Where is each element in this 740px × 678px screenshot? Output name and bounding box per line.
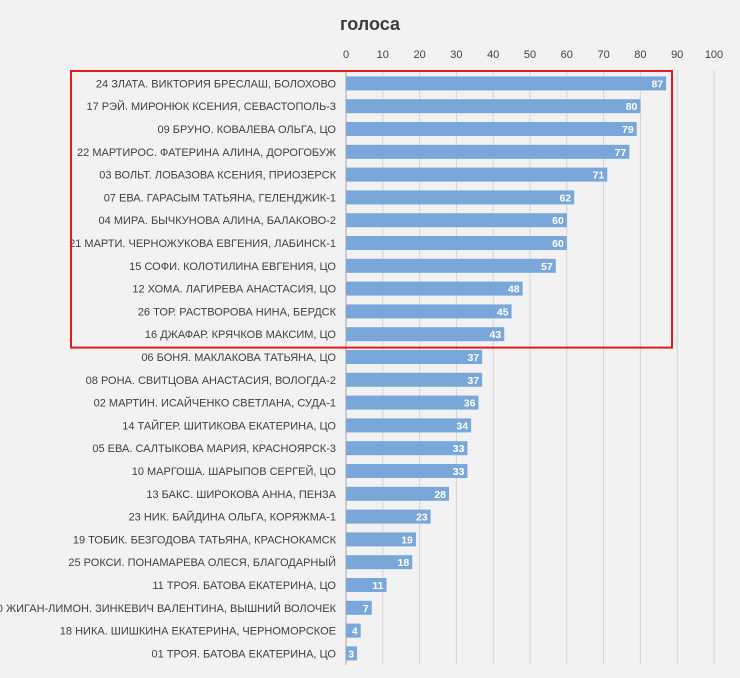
category-label: 20 ЖИГАН-ЛИМОН. ЗИНКЕВИЧ ВАЛЕНТИНА, ВЫШН… <box>0 602 337 615</box>
x-tick-label: 40 <box>487 49 499 61</box>
data-label: 7 <box>363 603 369 615</box>
data-label: 33 <box>453 466 465 478</box>
x-tick-label: 60 <box>561 49 573 61</box>
data-label: 48 <box>508 284 520 296</box>
chart-title: голоса <box>339 14 400 34</box>
data-label: 11 <box>372 580 383 592</box>
bar <box>346 372 483 387</box>
data-label: 60 <box>552 238 564 250</box>
category-label: 10 МАРГОША. ШАРЫПОВ СЕРГЕЙ, ЦО <box>132 465 337 478</box>
bar <box>346 190 575 205</box>
category-label: 22 МАРТИРОС. ФАТЕРИНА АЛИНА, ДОРОГОБУЖ <box>77 147 336 159</box>
category-label: 14 ТАЙГЕР. ШИТИКОВА ЕКАТЕРИНА, ЦО <box>122 419 336 432</box>
data-label: 87 <box>651 78 663 90</box>
data-label: 18 <box>398 557 410 569</box>
x-tick-label: 70 <box>597 49 609 61</box>
category-label: 24 ЗЛАТА. ВИКТОРИЯ БРЕСЛАШ, БОЛОХОВО <box>96 78 337 90</box>
data-label: 37 <box>467 375 479 387</box>
data-label: 23 <box>416 512 428 524</box>
data-label: 4 <box>352 626 358 638</box>
category-label: 06 БОНЯ. МАКЛАКОВА ТАТЬЯНА, ЦО <box>141 352 336 364</box>
category-label: 11 ТРОЯ. БАТОВА ЕКАТЕРИНА, ЦО <box>152 580 336 592</box>
data-label: 45 <box>497 306 509 318</box>
category-label: 26 ТОР. РАСТВОРОВА НИНА, БЕРДСК <box>138 306 337 318</box>
bar <box>346 600 372 615</box>
bar <box>346 304 512 319</box>
category-label: 08 РОНА. СВИТЦОВА АНАСТАСИЯ, ВОЛОГДА-2 <box>86 375 336 387</box>
x-tick-label: 80 <box>634 49 646 61</box>
category-label: 19 ТОБИК. БЕЗГОДОВА ТАТЬЯНА, КРАСНОКАМСК <box>73 534 337 546</box>
x-tick-label: 10 <box>377 49 389 61</box>
data-label: 79 <box>622 124 634 136</box>
data-label: 37 <box>467 352 479 364</box>
x-tick-label: 50 <box>524 49 536 61</box>
data-label: 34 <box>456 420 468 432</box>
bar <box>346 281 523 296</box>
bar <box>346 555 413 570</box>
category-label: 04 МИРА. БЫЧКУНОВА АЛИНА, БАЛАКОВО-2 <box>99 215 336 227</box>
bar <box>346 350 483 364</box>
bar <box>346 236 567 250</box>
category-label: 15 СОФИ. КОЛОТИЛИНА ЕВГЕНИЯ, ЦО <box>129 261 336 273</box>
category-label: 25 РОКСИ. ПОНАМАРЕВА ОЛЕСЯ, БЛАГОДАРНЫЙ <box>68 556 336 569</box>
category-label: 16 ДЖАФАР. КРЯЧКОВ МАКСИМ, ЦО <box>145 329 337 341</box>
x-tick-label: 30 <box>450 49 462 61</box>
category-label: 02 МАРТИН. ИСАЙЧЕНКО СВЕТЛАНА, СУДА-1 <box>94 397 336 410</box>
data-label: 77 <box>615 147 627 159</box>
data-label: 33 <box>453 443 465 455</box>
data-label: 60 <box>552 215 564 227</box>
bar <box>346 213 567 228</box>
data-label: 36 <box>464 398 476 410</box>
bar <box>346 395 479 410</box>
data-label: 80 <box>626 101 638 113</box>
category-label: 13 БАКС. ШИРОКОВА АННА, ПЕНЗА <box>146 489 336 501</box>
data-label: 62 <box>559 192 571 204</box>
x-tick-label: 100 <box>705 49 723 61</box>
data-label: 43 <box>490 329 502 341</box>
data-label: 19 <box>401 534 413 546</box>
bar <box>346 258 556 273</box>
bar <box>346 623 361 638</box>
bar <box>346 464 468 478</box>
bar <box>346 441 468 456</box>
category-label: 09 БРУНО. КОВАЛЕВА ОЛЬГА, ЦО <box>157 124 336 136</box>
data-label: 57 <box>541 261 553 273</box>
bar <box>346 327 505 342</box>
x-tick-label: 0 <box>343 49 349 61</box>
bar <box>346 144 630 159</box>
bar <box>346 76 667 91</box>
category-label: 18 НИКА. ШИШКИНА ЕКАТЕРИНА, ЧЕРНОМОРСКОЕ <box>60 626 336 638</box>
category-label: 05 ЕВА. САЛТЫКОВА МАРИЯ, КРАСНОЯРСК-3 <box>92 443 336 455</box>
highlight-box <box>70 70 673 349</box>
bar <box>346 167 608 182</box>
category-label: 12 ХОМА. ЛАГИРЕВА АНАСТАСИЯ, ЦО <box>132 284 336 296</box>
bar <box>346 486 450 501</box>
category-label: 01 ТРОЯ. БАТОВА ЕКАТЕРИНА, ЦО <box>152 648 337 660</box>
data-label: 3 <box>348 648 354 660</box>
bar <box>346 418 472 433</box>
category-label: 21 МАРТИ. ЧЕРНОЖУКОВА ЕВГЕНИЯ, ЛАБИНСК-1 <box>69 238 336 250</box>
x-tick-label: 20 <box>413 49 425 61</box>
category-label: 07 ЕВА. ГАРАСЫМ ТАТЬЯНА, ГЕЛЕНДЖИК-1 <box>104 192 336 204</box>
data-label: 28 <box>434 489 446 501</box>
bar <box>346 646 358 661</box>
bar <box>346 532 416 547</box>
category-label: 17 РЭЙ. МИРОНЮК КСЕНИЯ, СЕВАСТОПОЛЬ-3 <box>86 100 336 113</box>
bar <box>346 122 637 136</box>
bar <box>346 99 641 114</box>
category-label: 03 ВОЛЬТ. ЛОБАЗОВА КСЕНИЯ, ПРИОЗЕРСК <box>99 170 336 182</box>
category-label: 23 НИК. БАЙДИНА ОЛЬГА, КОРЯЖМА-1 <box>129 511 336 524</box>
bar <box>346 578 387 592</box>
x-tick-label: 90 <box>671 49 683 61</box>
data-label: 71 <box>593 170 605 182</box>
bar <box>346 509 431 524</box>
